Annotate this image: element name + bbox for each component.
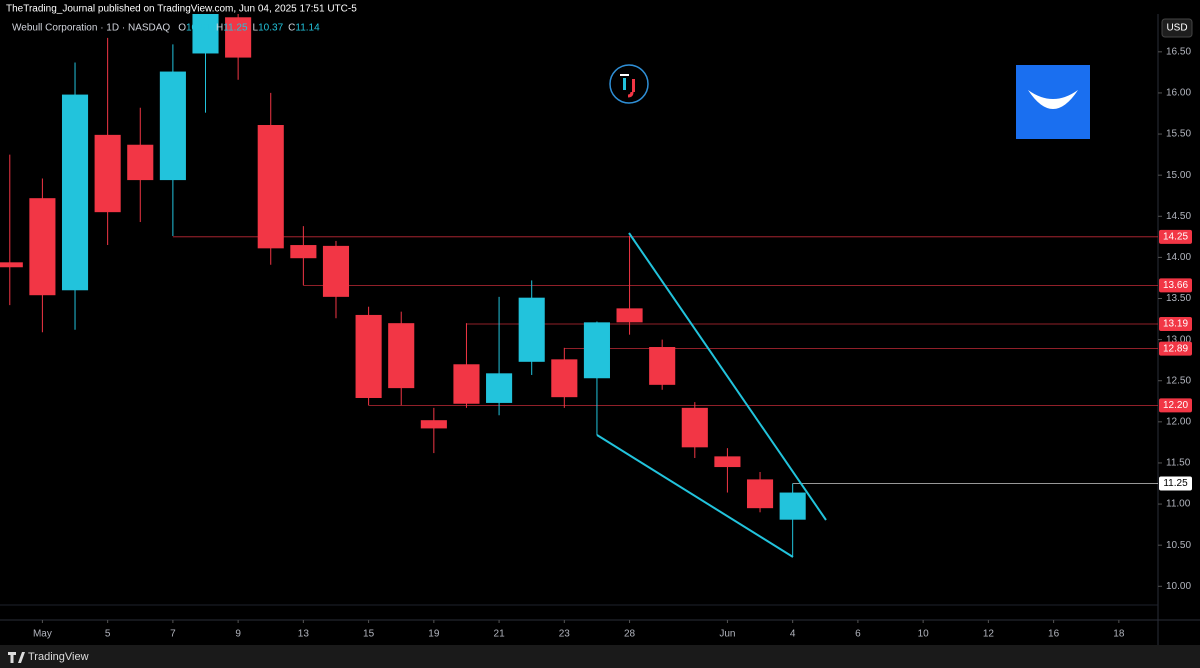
- candle-body: [551, 359, 578, 398]
- x-tick-label: Jun: [719, 629, 735, 640]
- candle-body: [61, 94, 89, 291]
- candle-body: [681, 407, 708, 448]
- candle-body: [192, 14, 219, 54]
- plot-area: [0, 14, 1158, 556]
- price-level-label: 14.25: [1163, 231, 1188, 242]
- legend-ohlc-key: H: [216, 23, 223, 34]
- y-tick-label: 16.00: [1166, 88, 1191, 99]
- footer: TradingView: [28, 651, 89, 663]
- legend-ohlc-key: O: [178, 23, 186, 34]
- y-tick-label: 11.00: [1166, 499, 1191, 510]
- candle-body: [355, 314, 382, 398]
- tradingview-brand: TradingView: [8, 651, 89, 663]
- header: TheTrading_Journal published on TradingV…: [6, 4, 357, 15]
- x-tick-label: 16: [1048, 629, 1060, 640]
- candle-body: [583, 322, 610, 379]
- price-level-label: 13.19: [1163, 319, 1188, 330]
- currency: USD: [1166, 23, 1187, 34]
- x-tick-label: 4: [790, 629, 796, 640]
- price-level-box: [1159, 398, 1192, 413]
- x-tick-label: 23: [559, 629, 571, 640]
- legend-ohlc-value: 11.14: [295, 23, 320, 34]
- y-tick-label: 14.50: [1166, 211, 1191, 222]
- y-tick-label: 13.50: [1166, 293, 1191, 304]
- x-tick-label: 5: [105, 629, 111, 640]
- candle-body: [714, 456, 741, 468]
- y-tick-label: 15.50: [1166, 129, 1191, 140]
- candle-body: [616, 308, 643, 323]
- x-tick-label: 28: [624, 629, 636, 640]
- candle-body: [29, 198, 56, 296]
- webull-logo: [1016, 65, 1090, 139]
- price-level-box: [1159, 316, 1192, 331]
- candle-body: [420, 420, 447, 429]
- x-tick-label: 13: [298, 629, 310, 640]
- price-level-box: [1159, 229, 1192, 244]
- x-tick-label: 18: [1113, 629, 1125, 640]
- legend: Webull Corporation · 1D · NASDAQ: [12, 23, 170, 34]
- candle-body: [746, 479, 774, 509]
- candle-body: [486, 373, 513, 403]
- footer-bar: [0, 645, 1200, 668]
- y-tick-label: 12.00: [1166, 416, 1191, 427]
- price-level-box: [1159, 476, 1192, 491]
- candle-body: [322, 245, 350, 297]
- x-tick-label: 12: [983, 629, 995, 640]
- candle-body: [159, 71, 186, 181]
- legend-ohlc-key: L: [253, 23, 259, 34]
- price-level-box: [1159, 278, 1192, 293]
- legend-ohlc-value: 10.37: [258, 23, 283, 34]
- x-tick-label: 9: [235, 629, 241, 640]
- legend-ohlc-key: C: [288, 23, 295, 34]
- y-tick-label: 10.00: [1166, 581, 1191, 592]
- y-tick-label: 12.50: [1166, 375, 1191, 386]
- legend-ohlc-value: 11.25: [223, 23, 248, 34]
- tj-logo: [609, 64, 649, 104]
- x-tick-label: 15: [363, 629, 375, 640]
- candle-body: [649, 347, 676, 385]
- candle-body: [225, 17, 252, 58]
- currency-box: [1161, 18, 1193, 38]
- x-tick-label: May: [33, 629, 52, 640]
- x-tick-label: 7: [170, 629, 176, 640]
- price-level-label: 12.89: [1163, 343, 1188, 354]
- x-tick-label: 6: [855, 629, 861, 640]
- trend-line: [628, 232, 827, 521]
- candle-body: [0, 262, 23, 268]
- candle-body: [453, 364, 480, 404]
- price-level-box: [1159, 341, 1192, 356]
- y-tick-label: 13.00: [1166, 334, 1191, 345]
- y-tick-label: 15.00: [1166, 170, 1191, 181]
- candle-body: [257, 125, 284, 249]
- legend-title: Webull Corporation · 1D · NASDAQ: [12, 23, 170, 34]
- price-level-label: 11.25: [1163, 478, 1188, 489]
- candle-body: [518, 297, 545, 362]
- candle-body: [290, 245, 317, 259]
- y-tick-label: 10.50: [1166, 540, 1191, 551]
- price-level-label: 12.20: [1163, 400, 1188, 411]
- x-tick-label: 21: [494, 629, 506, 640]
- legend-ohlc-value: 10.81: [186, 23, 211, 34]
- trend-line: [596, 434, 794, 558]
- candle-body: [94, 134, 121, 213]
- y-tick-label: 11.50: [1166, 458, 1191, 469]
- price-level-label: 13.66: [1163, 280, 1188, 291]
- candle-body: [127, 144, 154, 181]
- y-tick-label: 14.00: [1166, 252, 1191, 263]
- x-tick-label: 19: [428, 629, 440, 640]
- x-tick-label: 10: [918, 629, 930, 640]
- candle-body: [388, 323, 415, 389]
- y-tick-label: 16.50: [1166, 46, 1191, 57]
- candle-body: [779, 492, 806, 520]
